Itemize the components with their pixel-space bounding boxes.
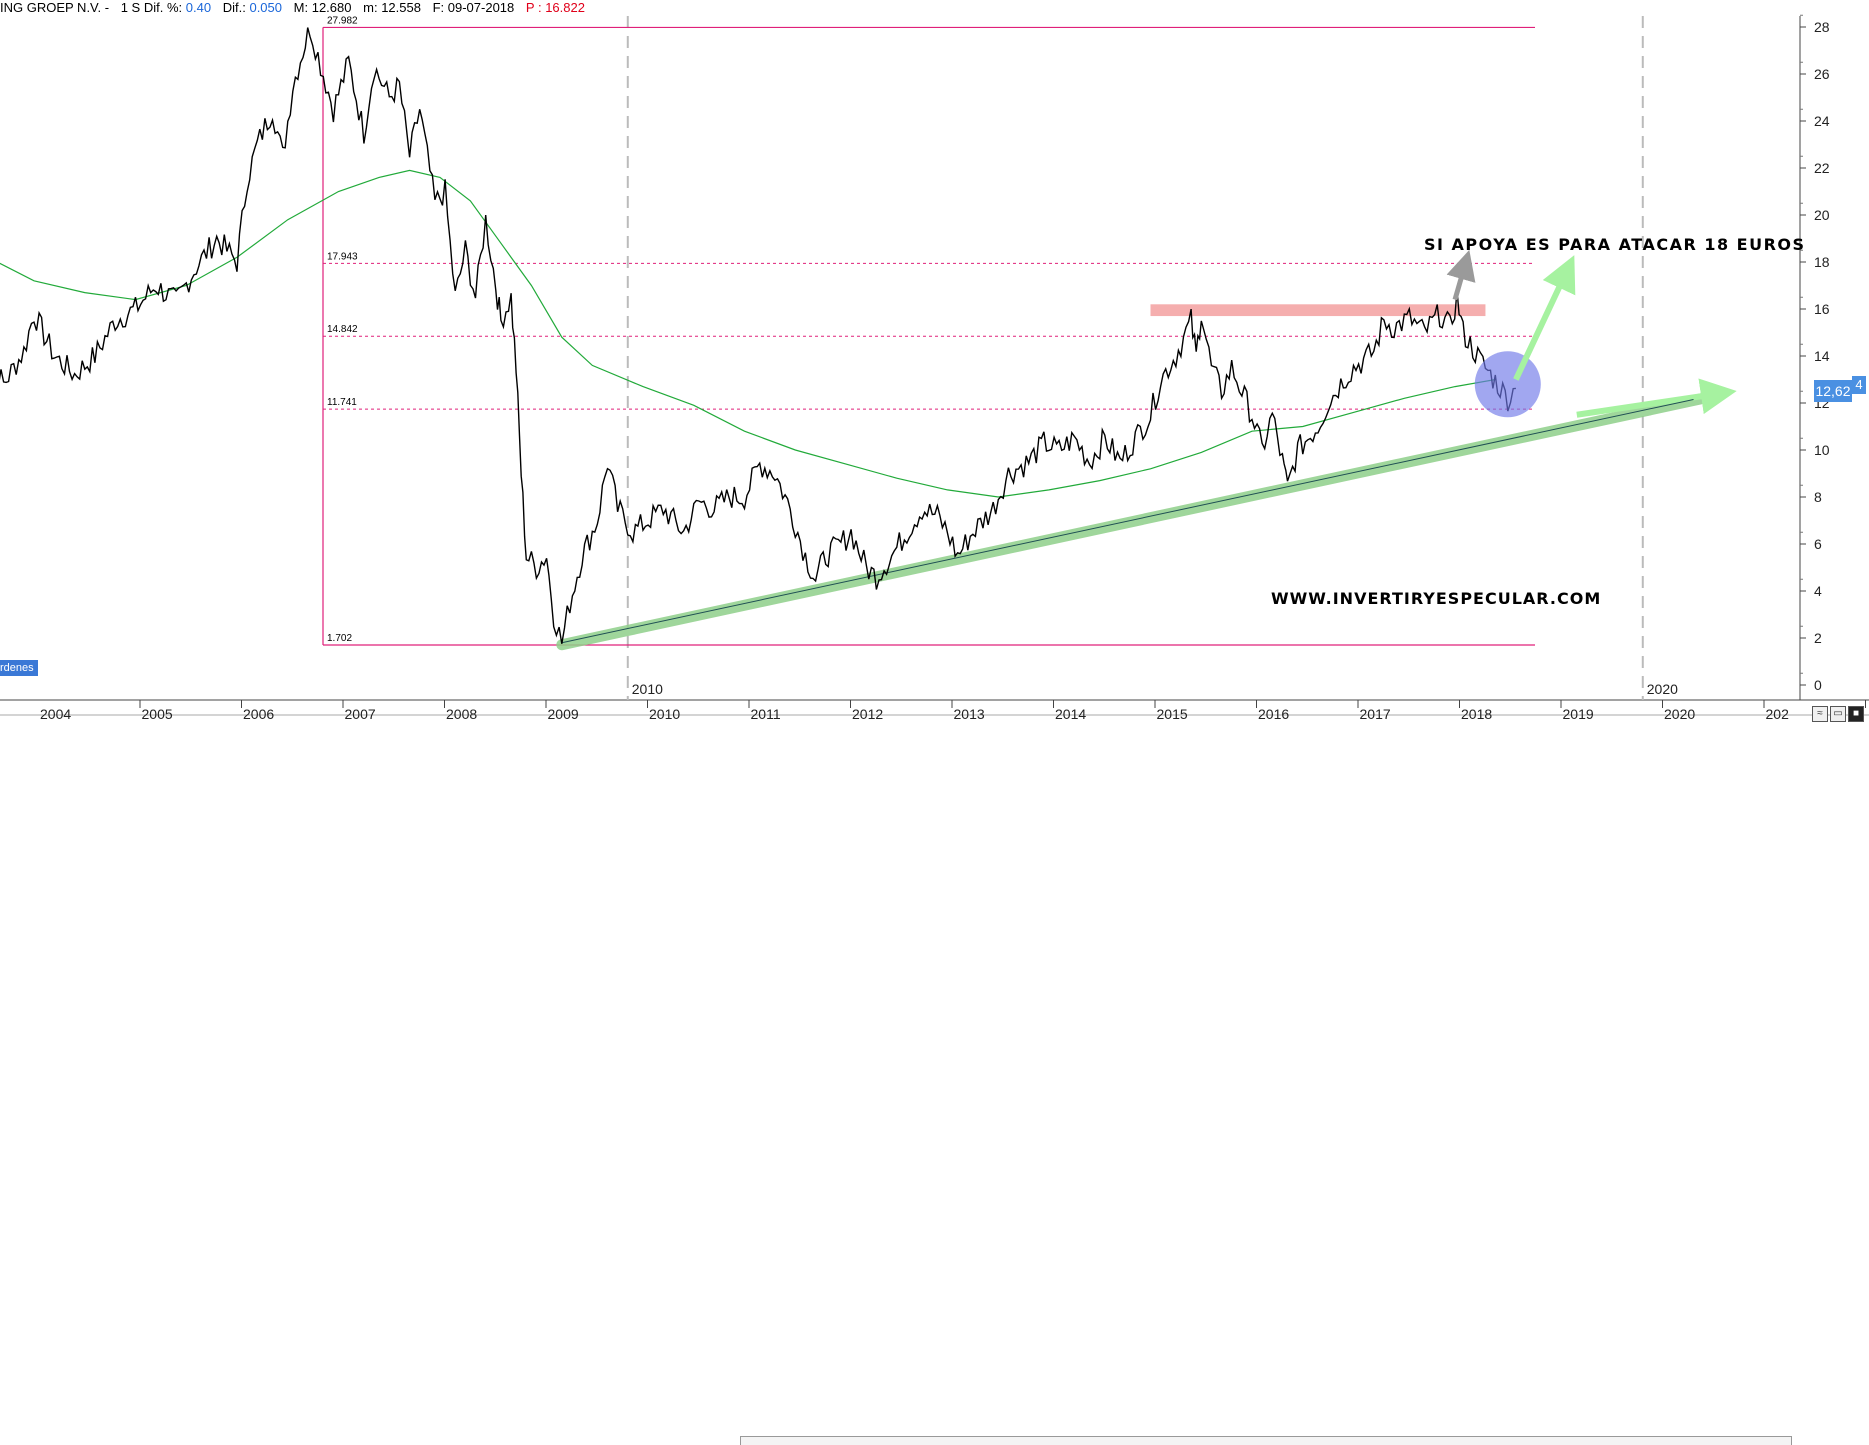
gray-arrow — [1446, 249, 1476, 301]
price-value: 16.822 — [545, 0, 585, 15]
x-tick-label: 2010 — [649, 706, 680, 722]
last-price-tag: 12,62 — [1814, 380, 1852, 402]
x-tick-label: 2017 — [1360, 706, 1391, 722]
price-label: P : — [525, 0, 542, 15]
x-tick-label: 2019 — [1563, 706, 1594, 722]
x-tick-label: 2006 — [243, 706, 274, 722]
support-circle — [1474, 351, 1541, 418]
zoom-icon[interactable]: ≈ — [1812, 706, 1828, 722]
y-tick-label: 0 — [1814, 677, 1822, 693]
trendline-highlight — [556, 392, 1710, 651]
y-tick-label: 10 — [1814, 442, 1830, 458]
dif-label: Dif.: — [222, 0, 246, 15]
trendline-arrow — [1576, 378, 1737, 418]
level-label: 14.842 — [327, 324, 358, 335]
max-label: M: — [293, 0, 309, 15]
min-label: m: — [363, 0, 378, 15]
price-chart[interactable]: 27.982 17.943 14.842 11.741 1.702 SI APOYA E… — [0, 0, 1869, 729]
dif-pct-label: Dif. %: — [143, 0, 183, 15]
orders-badge[interactable]: rdenes — [0, 660, 38, 676]
resistance-band-layer — [1150, 304, 1486, 317]
y-tick-label: 22 — [1814, 160, 1830, 176]
x-tick-label: 2020 — [1664, 706, 1695, 722]
y-tick-label: 18 — [1814, 254, 1830, 270]
max-value: 12.680 — [311, 0, 352, 15]
trendline-line — [561, 398, 1694, 644]
price-line — [0, 27, 1516, 644]
x-tick-label: 2005 — [142, 706, 173, 722]
y-tick-label: 26 — [1814, 66, 1830, 82]
x-tick-label: 2016 — [1258, 706, 1289, 722]
color-swatch-icon[interactable]: ■ — [1848, 706, 1864, 722]
level-lines-layer: 27.982 17.943 14.842 11.741 1.702 — [322, 15, 1535, 646]
y-tick-label: 28 — [1814, 19, 1830, 35]
x-tick-label: 2007 — [345, 706, 376, 722]
annotation-website-text: WWW.INVERTIRYESPECULAR.COM — [1271, 589, 1601, 608]
y-tick-label: 14 — [1814, 348, 1830, 364]
chart-header: ING GROEP N.V. - 1 S Dif. %: 0.40 Dif.: … — [0, 0, 1800, 16]
level-label: 17.943 — [327, 251, 358, 262]
y-tick-label: 6 — [1814, 536, 1822, 552]
x-tick-label: 2013 — [954, 706, 985, 722]
bottom-scroll-strip — [0, 715, 1869, 1445]
y-tick-label: 24 — [1814, 113, 1830, 129]
y-tick-label: 4 — [1814, 583, 1822, 599]
symbol-label: ING GROEP N.V. - — [0, 0, 110, 15]
y-tick-label: 16 — [1814, 301, 1830, 317]
dif-value: 0.050 — [249, 0, 283, 15]
annotation-layer: SI APOYA ES PARA ATACAR 18 EUROS WWW.INVE… — [1271, 235, 1806, 608]
chart-frame — [0, 16, 1869, 716]
trendline-layer — [556, 378, 1737, 651]
x-tick-label: 202 — [1766, 706, 1790, 722]
y-tick-label: 20 — [1814, 207, 1830, 223]
save-icon[interactable]: ▭ — [1830, 706, 1846, 722]
last-price-side-tag: 4 — [1852, 376, 1866, 394]
x-decade-label: 2020 — [1647, 681, 1678, 697]
dif-pct-value: 0.40 — [185, 0, 212, 15]
level-label: 27.982 — [327, 15, 358, 26]
x-decade-label: 2010 — [632, 681, 663, 697]
min-value: 12.558 — [381, 0, 421, 15]
resistance-band — [1150, 304, 1486, 317]
period-label: 1 S — [120, 0, 141, 15]
x-tick-label: 2008 — [446, 706, 477, 722]
annotation-target-text: SI APOYA ES PARA ATACAR 18 EUROS — [1424, 235, 1806, 254]
x-tick-label: 2004 — [40, 706, 71, 722]
bullish-arrow — [1513, 255, 1576, 381]
x-tick-label: 2014 — [1055, 706, 1086, 722]
moving-average-line — [0, 169, 1496, 498]
x-tick-label: 2018 — [1461, 706, 1492, 722]
level-label: 1.702 — [327, 633, 352, 644]
x-tick-label: 2015 — [1157, 706, 1188, 722]
x-tick-label: 2011 — [751, 706, 781, 722]
y-tick-label: 2 — [1814, 630, 1822, 646]
year-divider-lines — [626, 16, 1644, 700]
level-label: 11.741 — [327, 397, 357, 408]
time-scrollbar[interactable] — [740, 1436, 1792, 1445]
date-value: 09-07-2018 — [447, 0, 515, 15]
date-label: F: — [432, 0, 445, 15]
y-tick-label: 8 — [1814, 489, 1822, 505]
x-tick-label: 2009 — [548, 706, 579, 722]
series-layer — [0, 27, 1516, 644]
x-tick-label: 2012 — [852, 706, 883, 722]
